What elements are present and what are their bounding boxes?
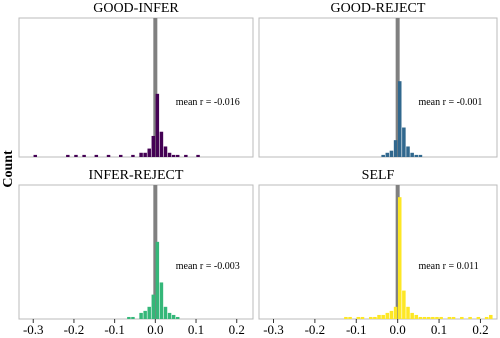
bar bbox=[66, 154, 70, 157]
bar bbox=[143, 152, 147, 157]
bar bbox=[451, 316, 456, 319]
x-tick-label: 0.2 bbox=[229, 322, 245, 337]
bar bbox=[389, 150, 394, 157]
bar bbox=[418, 154, 423, 157]
bar bbox=[426, 316, 431, 319]
bar bbox=[106, 154, 111, 157]
bar bbox=[139, 312, 143, 319]
bar bbox=[119, 154, 123, 157]
bar bbox=[155, 93, 160, 157]
bar bbox=[127, 316, 131, 319]
bar bbox=[397, 197, 402, 319]
bar bbox=[344, 316, 348, 319]
x-tick-label: -0.3 bbox=[263, 322, 284, 337]
bar bbox=[171, 314, 176, 319]
bar bbox=[151, 135, 156, 157]
x-tick-label: 0.2 bbox=[472, 322, 488, 337]
bar bbox=[196, 154, 200, 157]
bar bbox=[476, 316, 481, 319]
bar bbox=[402, 290, 406, 319]
bar bbox=[447, 316, 452, 319]
panel-title: INFER-REJECT bbox=[89, 168, 184, 183]
bar bbox=[431, 316, 435, 319]
bar bbox=[381, 154, 385, 157]
x-tick-label: 0.1 bbox=[188, 322, 204, 337]
bar bbox=[385, 152, 390, 157]
bar bbox=[167, 152, 172, 157]
bar bbox=[184, 154, 188, 157]
bar bbox=[151, 294, 156, 319]
annotation: mean r = 0.011 bbox=[418, 261, 478, 272]
bar bbox=[131, 154, 135, 157]
bar bbox=[94, 154, 99, 157]
bar bbox=[460, 316, 464, 319]
bar bbox=[163, 146, 168, 157]
bar bbox=[393, 306, 398, 319]
bar bbox=[381, 314, 385, 319]
bar bbox=[33, 154, 38, 157]
bar bbox=[484, 316, 489, 319]
bar bbox=[468, 316, 472, 319]
bar bbox=[389, 310, 394, 319]
bar bbox=[418, 316, 423, 319]
x-tick-label: -0.3 bbox=[23, 322, 44, 337]
bar bbox=[356, 316, 361, 319]
bar bbox=[368, 316, 373, 319]
bar bbox=[147, 148, 151, 157]
panel-border bbox=[258, 17, 498, 158]
bar bbox=[422, 316, 427, 319]
panel-border bbox=[18, 17, 254, 158]
panel-border bbox=[18, 184, 254, 320]
x-tick-label: -0.1 bbox=[104, 322, 125, 337]
bar bbox=[167, 312, 172, 319]
bar bbox=[348, 316, 352, 319]
bar bbox=[410, 312, 414, 319]
x-tick-label: -0.1 bbox=[346, 322, 367, 337]
bar bbox=[385, 312, 390, 319]
panel-title: SELF bbox=[362, 168, 395, 183]
y-axis-label: Count bbox=[1, 150, 16, 188]
bar bbox=[489, 314, 493, 319]
bar bbox=[163, 306, 168, 319]
bar bbox=[439, 316, 443, 319]
bar bbox=[406, 306, 410, 319]
annotation: mean r = -0.003 bbox=[176, 261, 240, 272]
x-tick-label: 0.0 bbox=[390, 322, 406, 337]
annotation: mean r = -0.001 bbox=[418, 97, 482, 108]
bar bbox=[175, 316, 180, 319]
bar bbox=[414, 154, 419, 157]
x-tick-label: -0.2 bbox=[305, 322, 326, 337]
bar bbox=[410, 152, 414, 157]
bar bbox=[373, 316, 377, 319]
panel-title: GOOD-INFER bbox=[93, 1, 179, 16]
bar bbox=[159, 131, 164, 157]
panel-title: GOOD-REJECT bbox=[331, 1, 426, 16]
bar bbox=[402, 127, 406, 157]
bar bbox=[139, 152, 143, 157]
bar bbox=[414, 314, 419, 319]
annotation: mean r = -0.016 bbox=[176, 97, 240, 108]
bar bbox=[74, 154, 78, 157]
x-tick-label: 0.0 bbox=[147, 322, 163, 337]
bar bbox=[360, 316, 365, 319]
x-tick-label: -0.2 bbox=[64, 322, 85, 337]
bar bbox=[143, 310, 147, 319]
bar bbox=[171, 154, 176, 157]
bar bbox=[175, 154, 180, 157]
bar bbox=[377, 314, 381, 319]
bar bbox=[393, 140, 398, 157]
bar bbox=[147, 306, 151, 319]
bar bbox=[435, 316, 439, 319]
x-tick-label: 0.1 bbox=[431, 322, 447, 337]
bar bbox=[159, 282, 164, 319]
bar bbox=[131, 316, 135, 319]
bar bbox=[406, 146, 410, 157]
bar bbox=[397, 81, 402, 157]
bar bbox=[155, 241, 160, 319]
bar bbox=[82, 154, 86, 157]
